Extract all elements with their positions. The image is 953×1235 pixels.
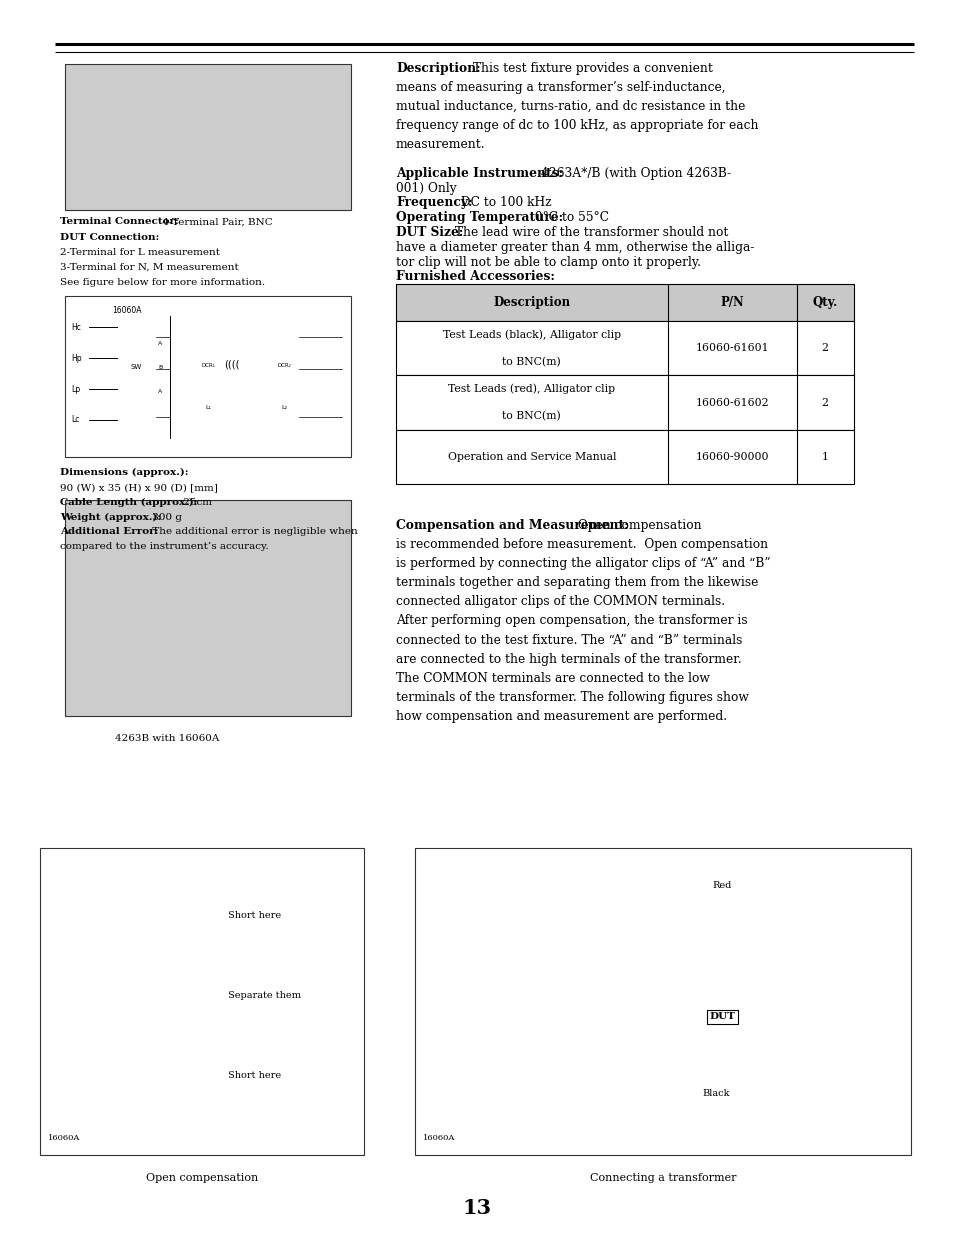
Text: measurement.: measurement. — [395, 138, 485, 152]
Text: is recommended before measurement.  Open compensation: is recommended before measurement. Open … — [395, 538, 767, 551]
Text: Weight (approx.):: Weight (approx.): — [60, 513, 161, 521]
Text: Description:: Description: — [395, 62, 480, 75]
Bar — [193, 336, 222, 395]
Text: Operation and Service Manual: Operation and Service Manual — [447, 452, 616, 462]
Bar — [117, 327, 155, 408]
Text: Dimensions (approx.):: Dimensions (approx.): — [60, 468, 189, 477]
Text: Additional Error:: Additional Error: — [60, 527, 158, 536]
Bar — [395, 375, 853, 430]
Text: L₂: L₂ — [281, 405, 287, 410]
Text: 13: 13 — [462, 1198, 491, 1218]
Text: Separate them: Separate them — [228, 990, 301, 1000]
Text: Hp: Hp — [71, 353, 82, 363]
Text: L₁: L₁ — [205, 405, 211, 410]
Text: 4-Terminal Pair, BNC: 4-Terminal Pair, BNC — [159, 217, 273, 226]
Text: to BNC(m): to BNC(m) — [502, 357, 560, 367]
Text: Test Leads (red), Alligator clip: Test Leads (red), Alligator clip — [448, 384, 615, 394]
Bar — [395, 430, 853, 484]
Text: The additional error is negligible when: The additional error is negligible when — [149, 527, 357, 536]
Text: Terminal Connector:: Terminal Connector: — [60, 217, 179, 226]
Bar — [65, 500, 351, 716]
Text: Test Leads (black), Alligator clip: Test Leads (black), Alligator clip — [442, 330, 620, 340]
Text: 0°C to 55°C: 0°C to 55°C — [530, 211, 608, 225]
Text: DUT Size:: DUT Size: — [395, 226, 463, 240]
Text: Furnished Accessories:: Furnished Accessories: — [395, 270, 555, 284]
Text: 001) Only: 001) Only — [395, 182, 456, 195]
Text: 25cm: 25cm — [180, 498, 212, 506]
Text: The COMMON terminals are connected to the low: The COMMON terminals are connected to th… — [395, 672, 709, 685]
Bar — [424, 885, 901, 1136]
Text: Operating Temperature:: Operating Temperature: — [395, 211, 562, 225]
Text: Qty.: Qty. — [812, 296, 837, 309]
Text: Lp: Lp — [71, 384, 81, 394]
Text: mutual inductance, turns-ratio, and dc resistance in the: mutual inductance, turns-ratio, and dc r… — [395, 100, 744, 114]
Text: DCR₁: DCR₁ — [201, 363, 214, 368]
Text: Lc: Lc — [71, 415, 80, 425]
Text: have a diameter greater than 4 mm, otherwise the alliga-: have a diameter greater than 4 mm, other… — [395, 241, 754, 254]
Text: Compensation and Measurement:: Compensation and Measurement: — [395, 519, 628, 532]
Text: 4263B with 16060A: 4263B with 16060A — [114, 734, 219, 742]
Text: DC to 100 kHz: DC to 100 kHz — [456, 196, 551, 210]
Text: DCR₂: DCR₂ — [277, 363, 291, 368]
Text: 16060-61602: 16060-61602 — [695, 398, 768, 408]
Text: The lead wire of the transformer should not: The lead wire of the transformer should … — [451, 226, 728, 240]
Text: frequency range of dc to 100 kHz, as appropriate for each: frequency range of dc to 100 kHz, as app… — [395, 120, 758, 132]
Text: P/N: P/N — [720, 296, 743, 309]
Bar — [65, 64, 351, 210]
Text: connected alligator clips of the COMMON terminals.: connected alligator clips of the COMMON … — [395, 595, 724, 609]
Text: This test fixture provides a convenient: This test fixture provides a convenient — [469, 62, 713, 75]
Bar — [50, 885, 345, 1136]
Bar — [65, 296, 351, 457]
Text: 16060A: 16060A — [112, 306, 141, 315]
Text: 16060-90000: 16060-90000 — [695, 452, 768, 462]
Text: Black: Black — [702, 1089, 729, 1098]
Text: Hc: Hc — [71, 322, 81, 332]
Text: means of measuring a transformer’s self-inductance,: means of measuring a transformer’s self-… — [395, 82, 725, 94]
Text: terminals of the transformer. The following figures show: terminals of the transformer. The follow… — [395, 690, 748, 704]
Text: 90 (W) x 35 (H) x 90 (D) [mm]: 90 (W) x 35 (H) x 90 (D) [mm] — [60, 483, 217, 492]
Text: tor clip will not be able to clamp onto it properly.: tor clip will not be able to clamp onto … — [395, 256, 700, 269]
Bar — [40, 848, 364, 1155]
Text: DUT: DUT — [709, 1013, 735, 1021]
Text: See figure below for more information.: See figure below for more information. — [60, 278, 265, 287]
Text: connected to the test fixture. The “A” and “B” terminals: connected to the test fixture. The “A” a… — [395, 634, 741, 647]
Text: Connecting a transformer: Connecting a transformer — [589, 1173, 736, 1183]
Text: DUT Connection:: DUT Connection: — [60, 233, 159, 242]
Text: is performed by connecting the alligator clips of “A” and “B”: is performed by connecting the alligator… — [395, 557, 770, 571]
Text: Applicable Instruments:: Applicable Instruments: — [395, 167, 562, 180]
Text: Description: Description — [493, 296, 570, 309]
Text: 16060-61601: 16060-61601 — [695, 343, 768, 353]
Bar — [395, 284, 853, 321]
Text: Red: Red — [712, 881, 731, 889]
Text: 1: 1 — [821, 452, 828, 462]
Text: 16060A: 16060A — [48, 1135, 80, 1142]
Text: After performing open compensation, the transformer is: After performing open compensation, the … — [395, 614, 747, 627]
Text: Frequency:: Frequency: — [395, 196, 472, 210]
Bar — [395, 321, 853, 375]
Text: Short here: Short here — [228, 911, 281, 920]
Text: 2: 2 — [821, 343, 828, 353]
Text: Short here: Short here — [228, 1071, 281, 1079]
Text: ((((: (((( — [224, 359, 239, 369]
Text: 300 g: 300 g — [149, 513, 182, 521]
Text: 16060A: 16060A — [422, 1135, 455, 1142]
Text: how compensation and measurement are performed.: how compensation and measurement are per… — [395, 710, 726, 724]
Text: Open compensation: Open compensation — [573, 519, 700, 532]
Bar — [415, 848, 910, 1155]
Text: Open compensation: Open compensation — [146, 1173, 258, 1183]
Text: 2: 2 — [821, 398, 828, 408]
Text: compared to the instrument’s accuracy.: compared to the instrument’s accuracy. — [60, 542, 269, 551]
Text: to BNC(m): to BNC(m) — [502, 411, 560, 421]
Text: 3-Terminal for N, M measurement: 3-Terminal for N, M measurement — [60, 263, 238, 272]
Text: terminals together and separating them from the likewise: terminals together and separating them f… — [395, 576, 758, 589]
Text: 2-Terminal for L measurement: 2-Terminal for L measurement — [60, 248, 220, 257]
Text: SW: SW — [131, 364, 142, 370]
Text: A: A — [158, 341, 162, 346]
Text: are connected to the high terminals of the transformer.: are connected to the high terminals of t… — [395, 652, 740, 666]
Text: A: A — [158, 389, 162, 394]
Text: Cable Length (approx.):: Cable Length (approx.): — [60, 498, 197, 506]
Bar — [270, 336, 298, 395]
Text: B: B — [158, 364, 162, 370]
Text: 4263A*/B (with Option 4263B-: 4263A*/B (with Option 4263B- — [537, 167, 730, 180]
